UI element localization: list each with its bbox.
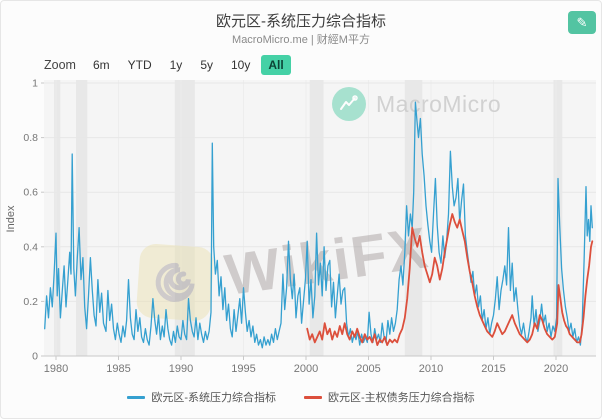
range-button-ytd[interactable]: YTD (121, 55, 159, 75)
range-button-10y[interactable]: 10y (224, 55, 257, 75)
x-tick-label: 1995 (231, 363, 255, 375)
chart-subtitle: MacroMicro.me | 财經M平方 (232, 34, 370, 46)
legend-label: 欧元区-主权债务压力综合指标 (328, 392, 475, 404)
range-button-1y[interactable]: 1y (163, 55, 190, 75)
y-tick-label: 0.8 (23, 132, 38, 144)
legend-item-sovereign-debt-stress[interactable]: 欧元区-主权债务压力综合指标 (304, 389, 475, 405)
y-tick-label: 0.4 (23, 241, 38, 253)
y-tick-label: 1 (32, 78, 38, 90)
x-tick-label: 1980 (44, 363, 68, 375)
x-tick-label: 2010 (419, 363, 443, 375)
legend-swatch-blue (127, 395, 146, 399)
legend-item-systemic-stress[interactable]: 欧元区-系统压力综合指标 (127, 389, 276, 405)
range-button-6m[interactable]: 6m (86, 55, 117, 75)
x-tick-label: 2000 (294, 363, 318, 375)
recession-band (404, 80, 423, 356)
y-tick-label: 0.2 (23, 296, 38, 308)
rose-swirl-icon (135, 242, 215, 322)
series-line-systemic-stress (44, 101, 593, 349)
x-tick-label: 1990 (169, 363, 193, 375)
recession-band (309, 80, 324, 356)
range-button-all[interactable]: All (261, 55, 291, 75)
legend-label: 欧元区-系统压力综合指标 (151, 392, 276, 404)
macromicro-watermark: MacroMicro (332, 87, 501, 121)
y-tick-label: 0 (32, 351, 38, 363)
recession-band (54, 80, 61, 356)
pencil-icon: ✎ (576, 15, 588, 30)
edit-button[interactable]: ✎ (568, 11, 596, 34)
page-title: 欧元区-系统压力综合指标 (216, 13, 386, 30)
series-line-sovereign-debt-stress (306, 213, 594, 346)
zoom-toolbar: Zoom 6m YTD 1y 5y 10y All (44, 55, 291, 75)
recession-band (76, 80, 88, 356)
legend: 欧元区-系统压力综合指标 欧元区-主权债务压力综合指标 (1, 389, 601, 405)
y-tick-label: 0.6 (23, 187, 38, 199)
macromicro-watermark-text: MacroMicro (376, 90, 502, 117)
recession-band (174, 80, 195, 356)
range-button-5y[interactable]: 5y (193, 55, 220, 75)
x-tick-label: 2005 (356, 363, 380, 375)
wikifx-watermark: WikiFX (132, 195, 453, 337)
x-tick-label: 2015 (481, 363, 505, 375)
x-tick-label: 2020 (544, 363, 568, 375)
legend-swatch-red (304, 395, 322, 399)
zoom-label: Zoom (44, 58, 76, 72)
macromicro-logo-icon (332, 87, 366, 121)
x-tick-label: 1985 (106, 363, 130, 375)
